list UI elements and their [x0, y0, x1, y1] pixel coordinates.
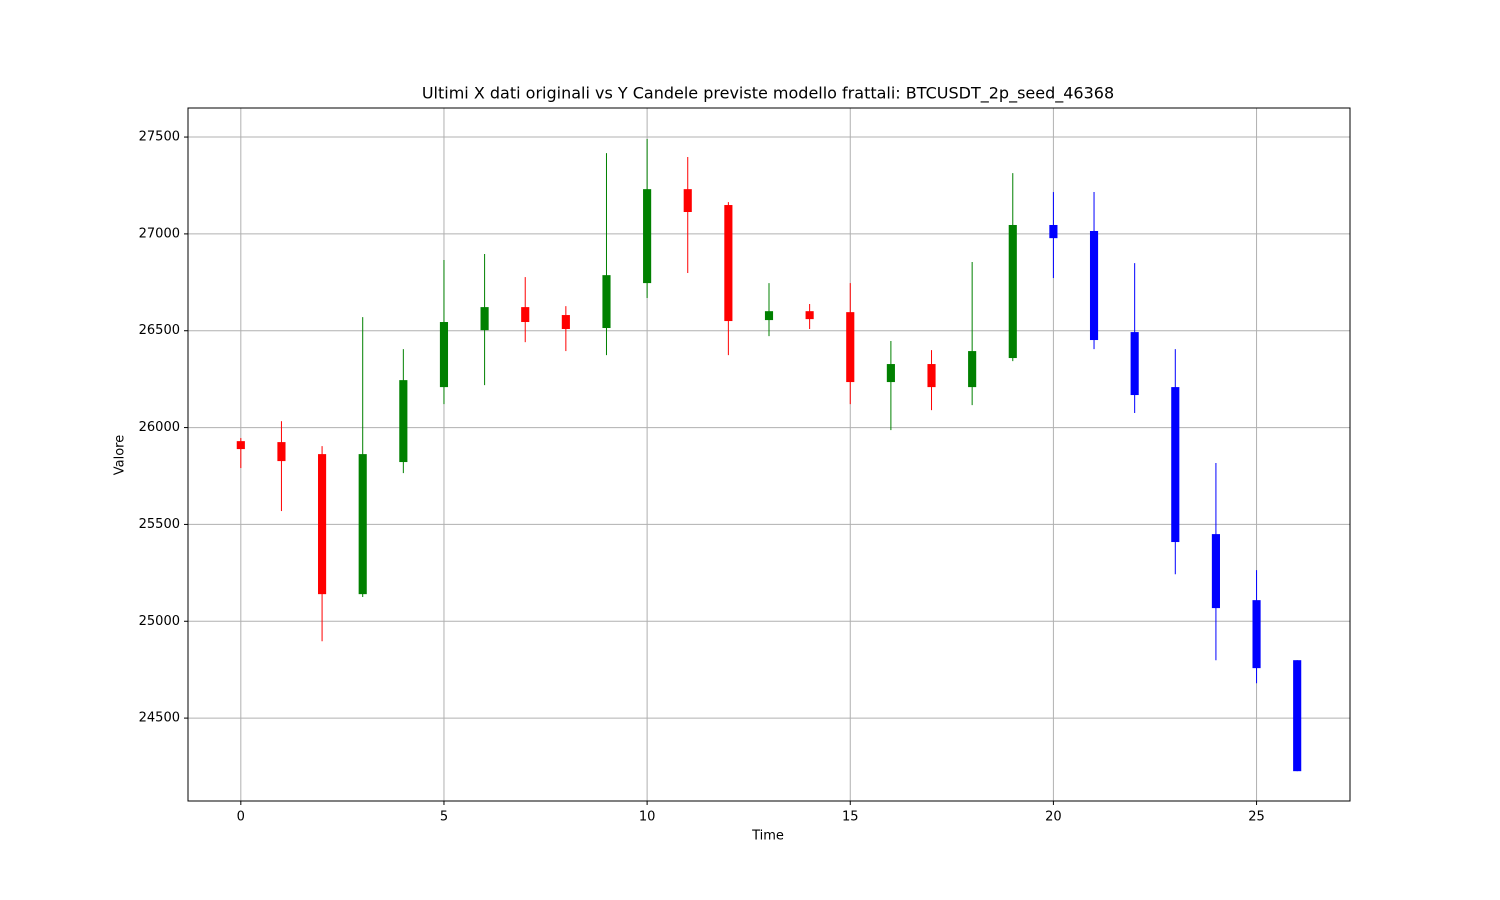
y-tick-label: 24500 [139, 711, 180, 726]
plot-frame [187, 107, 1351, 802]
candle-body [968, 351, 977, 388]
candle-body [886, 364, 895, 383]
y-tick-label: 25000 [139, 614, 180, 629]
candle-body [318, 454, 327, 595]
candle-body [846, 312, 855, 383]
candle-body [764, 311, 774, 321]
candle-body [1049, 224, 1058, 239]
candle-body [439, 322, 449, 388]
x-tick-label: 25 [1248, 810, 1265, 825]
candle-body [236, 441, 245, 450]
candle-body [1211, 534, 1220, 609]
candle-body [602, 275, 611, 329]
candle-body [399, 380, 408, 463]
chart-title: Ultimi X dati originali vs Y Candele pre… [422, 84, 1114, 104]
candle-body [1130, 332, 1139, 396]
candle-body [927, 364, 936, 388]
y-tick-label: 26000 [139, 420, 180, 435]
x-tick-label: 0 [237, 810, 245, 825]
x-axis-label: Time [751, 829, 784, 844]
candle-body [805, 311, 814, 320]
candle-body [480, 307, 489, 331]
candle-body [1293, 660, 1302, 772]
candle-body [1171, 387, 1180, 543]
y-tick-label: 27500 [139, 130, 180, 145]
candle-body [1008, 224, 1017, 359]
x-tick-label: 20 [1045, 810, 1062, 825]
x-tick-label: 5 [440, 810, 448, 825]
y-tick-label: 25500 [139, 517, 180, 532]
candle-body [724, 205, 733, 322]
candle-body [358, 454, 367, 595]
candle-body [561, 315, 570, 329]
candle-body [643, 189, 652, 284]
y-axis-label: Valore [113, 435, 128, 475]
candle-body [1089, 230, 1099, 341]
candle-body [683, 189, 692, 213]
candle-body [521, 307, 530, 323]
x-tick-label: 15 [842, 810, 859, 825]
x-tick-label: 10 [639, 810, 656, 825]
candle-body [277, 442, 286, 462]
y-tick-label: 27000 [139, 226, 180, 241]
y-tick-label: 26500 [139, 323, 180, 338]
candle-body [1252, 600, 1261, 669]
